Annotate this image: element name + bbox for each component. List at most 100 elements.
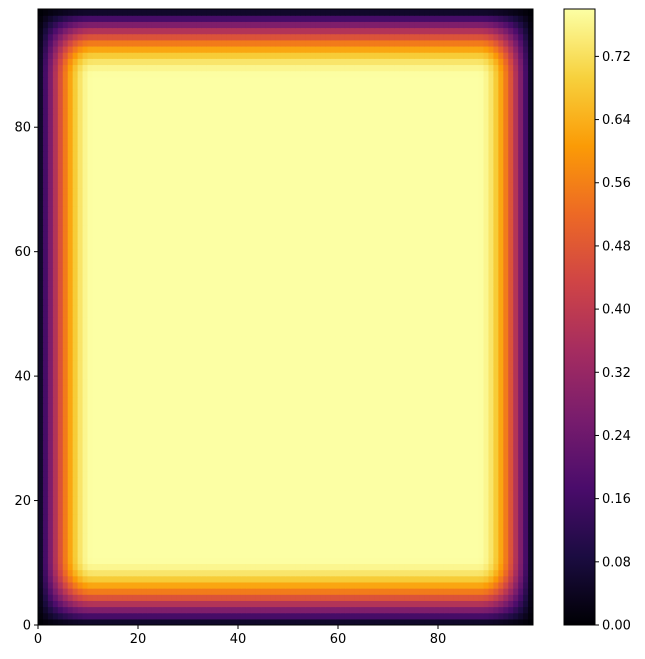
heatmap-cell [419,520,425,528]
heatmap-cell [62,353,69,361]
heatmap-cell [374,329,381,337]
heatmap-cell [146,335,153,343]
heatmap-cell [42,335,49,343]
heatmap-cell [513,618,519,625]
heatmap-cell [141,372,148,380]
heatmap-cell [38,483,44,491]
heatmap-cell [97,341,103,349]
heatmap-cell [82,335,89,343]
heatmap-cell [468,366,475,374]
heatmap-cell [117,477,123,484]
heatmap-cell [315,458,321,466]
heatmap-cell [191,551,197,558]
heatmap-cell [349,538,356,546]
heatmap-cell [523,483,529,491]
heatmap-cell [92,384,98,392]
heatmap-cell [523,397,529,404]
heatmap-cell [107,335,113,343]
heatmap-cell [354,501,361,509]
heatmap-cell [186,532,193,540]
heatmap-cell [463,538,470,546]
heatmap-cell [424,563,430,571]
heatmap-cell [513,415,519,423]
heatmap-cell [122,563,128,571]
heatmap-cell [250,557,257,564]
heatmap-cell [339,483,346,491]
heatmap-cell [112,384,118,392]
heatmap-cell [419,452,425,460]
heatmap-cell [384,588,391,595]
heatmap-cell [265,446,272,454]
heatmap-cell [132,618,138,625]
heatmap-cell [280,372,287,380]
heatmap-cell [255,446,262,454]
heatmap-cell [270,507,277,515]
heatmap-cell [424,415,430,423]
heatmap-cell [379,483,386,491]
heatmap-cell [339,495,346,503]
heatmap-cell [330,390,336,398]
heatmap-cell [122,600,128,608]
heatmap-cell [488,600,494,608]
heatmap-cell [236,507,242,515]
heatmap-cell [528,421,533,429]
heatmap-cell [221,575,227,583]
heatmap-cell [453,612,460,620]
heatmap-cell [335,335,341,343]
heatmap-cell [498,557,504,564]
heatmap-cell [349,347,356,355]
heatmap-cell [379,384,386,392]
heatmap-cell [508,489,514,497]
heatmap-cell [458,440,465,447]
heatmap-cell [369,581,376,589]
heatmap-cell [394,495,400,503]
heatmap-cell [211,495,217,503]
heatmap-cell [290,415,296,423]
heatmap-cell [275,581,282,589]
heatmap-cell [161,569,168,577]
heatmap-cell [216,606,222,614]
heatmap-cell [137,360,143,367]
heatmap-cell [265,360,272,367]
heatmap-cell [463,440,470,447]
heatmap-cell [186,341,193,349]
heatmap-cell [280,514,287,521]
heatmap-cell [127,489,133,497]
heatmap-cell [369,452,376,460]
heatmap-cell [389,551,395,558]
heatmap-cell [364,575,371,583]
heatmap-cell [186,483,193,491]
heatmap-cell [369,618,376,625]
heatmap-cell [325,532,331,540]
heatmap-cell [320,353,326,361]
heatmap-cell [290,581,296,589]
heatmap-cell [443,378,450,386]
heatmap-cell [518,446,524,454]
heatmap-cell [335,600,341,608]
heatmap-cell [132,606,138,614]
heatmap-cell [52,569,59,577]
heatmap-cell [448,612,455,620]
heatmap-cell [151,495,158,503]
heatmap-cell [473,409,480,417]
heatmap-cell [221,446,227,454]
heatmap-cell [275,421,282,429]
heatmap-cell [146,600,153,608]
heatmap-cell [77,612,84,620]
heatmap-cell [300,464,306,472]
heatmap-cell [240,446,247,454]
heatmap-cell [468,434,475,441]
heatmap-cell [508,440,514,447]
heatmap-cell [468,489,475,497]
heatmap-cell [498,421,504,429]
heatmap-cell [42,341,49,349]
heatmap-cell [236,458,242,466]
heatmap-cell [38,526,44,534]
heatmap-cell [161,427,168,435]
heatmap-cell [47,532,54,540]
heatmap-cell [339,353,346,361]
heatmap-cell [72,390,79,398]
heatmap-cell [62,323,69,330]
heatmap-cell [290,520,296,528]
heatmap-cell [250,378,257,386]
